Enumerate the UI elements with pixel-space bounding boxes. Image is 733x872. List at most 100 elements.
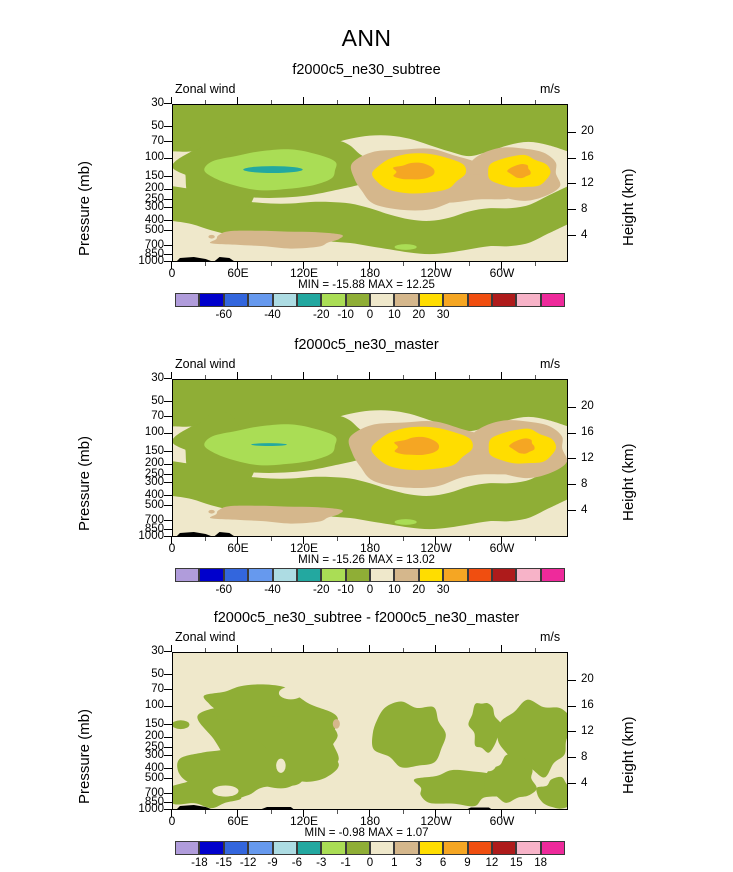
lon-minor-tick bbox=[336, 537, 338, 541]
y-axis-label-pressure-3: Pressure (mb) bbox=[76, 708, 93, 804]
colorbar-swatch-0 bbox=[175, 841, 200, 855]
colorbar-tick-6-2: 20 bbox=[412, 584, 426, 596]
pressure-tick-100-2: 100 bbox=[144, 426, 164, 439]
lon-tick-4-1: 120W bbox=[420, 266, 452, 280]
colorbar-swatch-4 bbox=[272, 568, 297, 582]
lon-minor-tick-top bbox=[270, 375, 272, 379]
lon-minor-tick bbox=[270, 262, 272, 266]
pressure-tick-200-3: 200 bbox=[144, 730, 164, 743]
pressure-tick-mark bbox=[164, 528, 172, 530]
lon-tick-mark bbox=[237, 810, 239, 817]
lon-tick-mark-top bbox=[501, 97, 503, 104]
pressure-tick-mark bbox=[164, 188, 172, 190]
lon-tick-mark bbox=[501, 537, 503, 544]
plot-frame-1 bbox=[172, 104, 568, 262]
lon-minor-tick bbox=[534, 537, 536, 541]
height-tick-mark bbox=[568, 731, 576, 733]
minmax-label-1: MIN = -15.88 MAX = 12.25 bbox=[298, 279, 435, 291]
pressure-tick-200-1: 200 bbox=[144, 182, 164, 195]
height-tick-mark bbox=[568, 406, 576, 408]
pressure-tick-mark bbox=[164, 505, 172, 507]
lon-tick-mark bbox=[435, 810, 437, 817]
lon-tick-1-2: 60E bbox=[227, 541, 249, 555]
variable-label-3: Zonal wind bbox=[175, 630, 236, 644]
colorbar-3 bbox=[175, 841, 565, 855]
colorbar-swatch-3 bbox=[248, 293, 273, 307]
y-axis-label-height-3: Height (km) bbox=[620, 716, 637, 794]
lon-tick-mark-top bbox=[369, 645, 371, 652]
height-tick-mark bbox=[568, 484, 576, 486]
lon-tick-mark-top bbox=[435, 645, 437, 652]
colorbar-tick-0-2: -60 bbox=[215, 584, 233, 596]
lon-tick-1-3: 60E bbox=[227, 814, 249, 828]
pressure-tick-mark bbox=[164, 674, 172, 676]
height-tick-8-3: 8 bbox=[581, 751, 588, 764]
colorbar-1 bbox=[175, 293, 565, 307]
units-label-3: m/s bbox=[540, 630, 561, 644]
pressure-tick-mark bbox=[164, 746, 172, 748]
colorbar-tick-7-1: 30 bbox=[436, 309, 450, 321]
colorbar-swatch-7 bbox=[345, 841, 370, 855]
lon-tick-5-1: 60W bbox=[489, 266, 515, 280]
colorbar-swatch-6 bbox=[321, 293, 346, 307]
lon-minor-tick-top bbox=[468, 100, 470, 104]
height-tick-12-3: 12 bbox=[581, 725, 594, 738]
colorbar-swatch-0 bbox=[175, 293, 200, 307]
colorbar-tick-0-1: -60 bbox=[215, 309, 233, 321]
colorbar-tick-8-3: 1 bbox=[391, 857, 398, 869]
pressure-tick-mark bbox=[164, 103, 172, 105]
pressure-tick-mark bbox=[164, 520, 172, 522]
lon-minor-tick-top bbox=[468, 648, 470, 652]
lon-minor-tick-top bbox=[402, 375, 404, 379]
colorbar-tick-5-3: -3 bbox=[316, 857, 327, 869]
contour-plot-3 bbox=[172, 652, 568, 810]
height-tick-mark bbox=[568, 209, 576, 211]
pressure-tick-mark bbox=[164, 482, 172, 484]
colorbar-tick-0-3: -18 bbox=[191, 857, 208, 869]
height-tick-mark bbox=[568, 757, 576, 759]
lon-tick-mark bbox=[501, 810, 503, 817]
lon-minor-tick bbox=[204, 537, 206, 541]
pressure-tick-mark bbox=[164, 401, 172, 403]
colorbar-tick-11-3: 9 bbox=[464, 857, 471, 869]
colorbar-swatch-13 bbox=[491, 568, 517, 582]
colorbar-tick-13-3: 15 bbox=[509, 857, 523, 869]
height-tick-mark bbox=[568, 131, 576, 133]
pressure-tick-mark bbox=[164, 705, 172, 707]
colorbar-tick-3-2: -10 bbox=[337, 584, 354, 596]
pressure-tick-mark bbox=[164, 651, 172, 653]
pressure-tick-mark bbox=[164, 778, 172, 780]
pressure-tick-200-2: 200 bbox=[144, 457, 164, 470]
colorbar-swatch-8 bbox=[370, 841, 395, 855]
lon-tick-4-3: 120W bbox=[420, 814, 452, 828]
pressure-tick-mark bbox=[164, 253, 172, 255]
pressure-tick-1000-3: 1000 bbox=[138, 803, 164, 815]
colorbar-swatch-8 bbox=[370, 293, 395, 307]
colorbar-swatch-14 bbox=[516, 841, 541, 855]
pressure-tick-mark bbox=[164, 536, 172, 538]
lon-tick-mark-top bbox=[171, 372, 173, 379]
lon-minor-tick-top bbox=[336, 375, 338, 379]
pressure-tick-50-3: 50 bbox=[151, 668, 164, 681]
lon-tick-mark-top bbox=[171, 645, 173, 652]
variable-label-2: Zonal wind bbox=[175, 357, 236, 371]
lon-minor-tick-top bbox=[534, 100, 536, 104]
lon-tick-0-2: 0 bbox=[168, 541, 176, 555]
panel-title-3: f2000c5_ne30_subtree - f2000c5_ne30_mast… bbox=[213, 610, 520, 626]
pressure-tick-100-1: 100 bbox=[144, 151, 164, 164]
pressure-tick-250-2: 250 bbox=[144, 467, 164, 480]
contour-plot-1 bbox=[172, 104, 568, 262]
colorbar-tick-3-3: -9 bbox=[267, 857, 278, 869]
pressure-tick-mark bbox=[164, 495, 172, 496]
height-tick-mark bbox=[568, 432, 576, 434]
pressure-tick-1000-2: 1000 bbox=[138, 530, 164, 542]
pressure-tick-mark bbox=[164, 809, 172, 811]
lon-tick-3-1: 180 bbox=[359, 266, 381, 280]
minmax-label-2: MIN = -15.26 MAX = 13.02 bbox=[298, 554, 435, 566]
lon-tick-5-3: 60W bbox=[489, 814, 515, 828]
pressure-tick-700-3: 700 bbox=[144, 786, 164, 799]
height-tick-16-1: 16 bbox=[581, 151, 594, 164]
lon-tick-2-2: 120E bbox=[289, 541, 319, 555]
lon-minor-tick bbox=[336, 262, 338, 266]
height-tick-16-3: 16 bbox=[581, 699, 594, 712]
